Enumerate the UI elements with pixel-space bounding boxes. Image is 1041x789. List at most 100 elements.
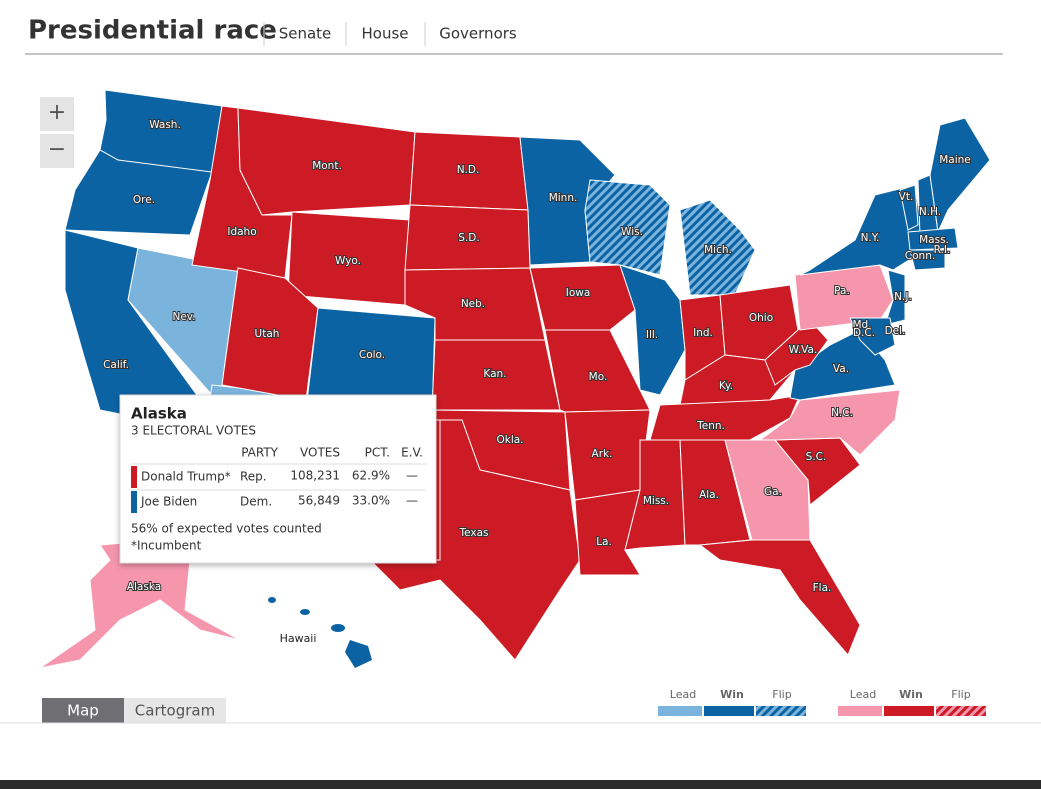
state-label: N.H. bbox=[919, 206, 941, 218]
tooltip: Alaska 3 ELECTORAL VOTES PARTY VOTES PCT… bbox=[119, 394, 437, 564]
state-label: Hawaii bbox=[280, 632, 317, 645]
candidate: Donald Trump* bbox=[141, 470, 231, 484]
state[interactable] bbox=[529, 264, 636, 331]
legend-level: Flip bbox=[772, 688, 791, 701]
state[interactable] bbox=[584, 179, 671, 276]
title: Presidential race bbox=[28, 16, 277, 46]
state-label: Ill. bbox=[646, 329, 658, 341]
state-label: Colo. bbox=[359, 349, 385, 361]
candidate: Joe Biden bbox=[140, 495, 197, 509]
state-label: Neb. bbox=[461, 298, 485, 310]
state[interactable] bbox=[758, 389, 901, 456]
tooltip-title: Alaska bbox=[131, 405, 187, 423]
footnote: *Incumbent bbox=[131, 539, 202, 553]
state[interactable] bbox=[849, 317, 896, 356]
zoom-in[interactable] bbox=[40, 97, 74, 131]
zoom-in-icon: + bbox=[48, 100, 66, 125]
state[interactable] bbox=[884, 269, 906, 326]
party: Rep. bbox=[240, 470, 267, 484]
state-label: N.Y. bbox=[861, 232, 880, 244]
legend-swatch bbox=[884, 706, 934, 716]
state[interactable] bbox=[619, 264, 686, 396]
state-label: La. bbox=[596, 536, 612, 548]
legend-swatch bbox=[704, 706, 754, 716]
votes: 56,849 bbox=[298, 494, 340, 508]
state-label: Alaska bbox=[127, 581, 161, 593]
toggle-cartogram[interactable] bbox=[124, 698, 226, 723]
state[interactable] bbox=[909, 249, 946, 271]
column-header: PARTY bbox=[241, 446, 278, 460]
toggle-map[interactable] bbox=[42, 698, 124, 723]
state-label: N.D. bbox=[457, 164, 480, 176]
state-label: Idaho bbox=[227, 226, 256, 238]
party: Dem. bbox=[240, 495, 272, 509]
tooltip-subtitle: 3 ELECTORAL VOTES bbox=[131, 424, 256, 438]
state-label: Okla. bbox=[496, 434, 523, 446]
state-label: Mass. bbox=[919, 234, 949, 246]
state[interactable] bbox=[368, 419, 581, 661]
state-label: Calif. bbox=[103, 359, 129, 371]
column-header: E.V. bbox=[401, 446, 423, 460]
zoom-out[interactable] bbox=[40, 134, 74, 168]
state[interactable] bbox=[899, 184, 919, 231]
state-label: Conn. bbox=[905, 250, 935, 262]
state-label: Wyo. bbox=[335, 255, 361, 267]
legend-swatch bbox=[936, 706, 986, 716]
state-label: Ga. bbox=[764, 486, 782, 498]
state[interactable] bbox=[698, 539, 861, 656]
tab[interactable]: Senate bbox=[279, 25, 332, 43]
legend-level: Lead bbox=[850, 688, 876, 701]
legend-level: Win bbox=[899, 688, 923, 701]
tab[interactable]: Governors bbox=[439, 25, 517, 43]
legend-swatch bbox=[756, 706, 806, 716]
state[interactable] bbox=[39, 539, 241, 669]
toggle-label: Cartogram bbox=[135, 702, 215, 720]
party-swatch bbox=[131, 491, 137, 513]
state[interactable] bbox=[64, 149, 213, 236]
legend-level: Lead bbox=[670, 688, 696, 701]
state-label: Pa. bbox=[834, 285, 850, 297]
state-label: D.C. bbox=[853, 327, 875, 339]
state-label: W.Va. bbox=[789, 344, 818, 356]
column-header: PCT. bbox=[365, 446, 390, 460]
state-label: Fla. bbox=[813, 582, 832, 594]
state-label: R.I. bbox=[934, 244, 951, 256]
legend-swatch bbox=[658, 706, 702, 716]
toggle-label: Map bbox=[67, 702, 99, 720]
state[interactable] bbox=[574, 489, 641, 576]
state-label: Kan. bbox=[483, 368, 506, 380]
state-label: Utah bbox=[255, 328, 280, 340]
pct: 62.9% bbox=[352, 469, 390, 483]
state-label: Nev. bbox=[172, 311, 195, 323]
ev: — bbox=[406, 469, 418, 483]
state-label: N.C. bbox=[831, 407, 853, 419]
pct: 33.0% bbox=[352, 494, 390, 508]
island bbox=[331, 624, 345, 632]
tab[interactable]: House bbox=[361, 25, 408, 43]
state-label: Maine bbox=[939, 154, 971, 166]
state-label: Mo. bbox=[589, 371, 608, 383]
state-label: Wash. bbox=[149, 119, 181, 131]
state-label: S.D. bbox=[458, 232, 479, 244]
legend-level: Flip bbox=[951, 688, 970, 701]
state-label: Mont. bbox=[312, 160, 342, 172]
state-label: Iowa bbox=[566, 287, 591, 299]
state[interactable] bbox=[221, 267, 319, 401]
taskbar bbox=[0, 780, 1041, 789]
state[interactable] bbox=[679, 199, 756, 296]
island bbox=[345, 640, 372, 668]
map: Wash. Ore. Calif. Nev. Idaho Mont. Wyo. … bbox=[39, 89, 991, 669]
state-label: Mich. bbox=[704, 244, 732, 256]
state-label: Md. bbox=[852, 319, 871, 331]
state-label: Ala. bbox=[699, 489, 719, 501]
state-label: Tenn. bbox=[696, 420, 725, 432]
state[interactable] bbox=[907, 227, 959, 251]
party-swatch bbox=[131, 466, 137, 488]
state-label: Miss. bbox=[643, 495, 669, 507]
note: 56% of expected votes counted bbox=[131, 522, 322, 536]
island bbox=[300, 609, 310, 615]
state-label: Ark. bbox=[592, 448, 613, 460]
column-header: VOTES bbox=[300, 446, 340, 460]
votes: 108,231 bbox=[290, 469, 340, 483]
